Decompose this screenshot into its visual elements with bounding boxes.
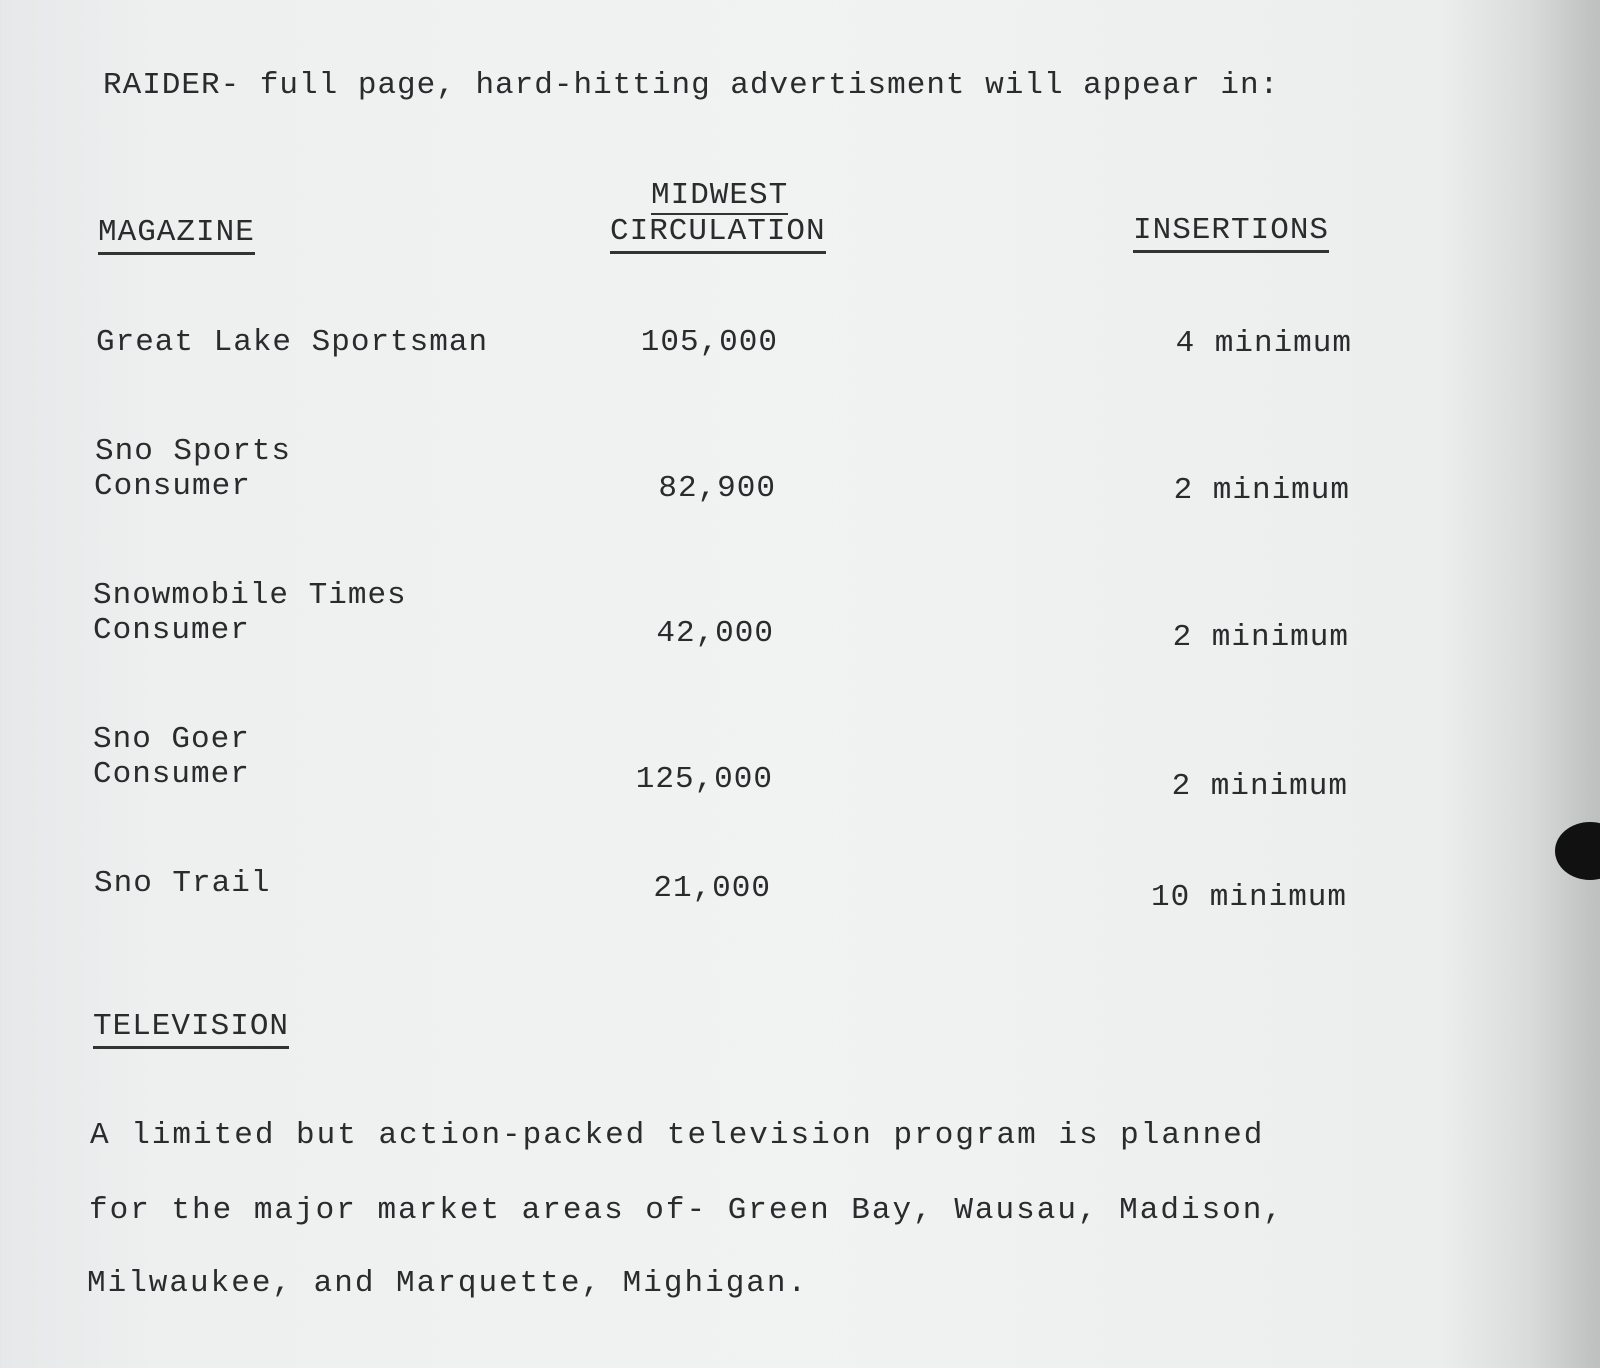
television-line: A limited but action-packed television p… — [90, 1118, 1265, 1153]
circulation-value: 42,000 — [656, 616, 774, 651]
magazine-name: Sno Trail — [94, 866, 271, 901]
insertions-value: 2 minimum — [1172, 620, 1349, 655]
television-line: Milwaukee, and Marquette, Mighigan. — [87, 1266, 809, 1301]
insertions-value: 2 minimum — [1171, 769, 1348, 804]
circulation-value: 105,000 — [640, 325, 778, 360]
magazine-type: Consumer — [93, 613, 250, 648]
insertions-value: 4 minimum — [1175, 326, 1352, 361]
television-heading: TELEVISION — [93, 1009, 290, 1049]
magazine-name: Great Lake Sportsman — [96, 325, 489, 360]
magazine-type: Consumer — [93, 757, 250, 792]
circulation-value: 82,900 — [658, 471, 776, 506]
header-magazine: MAGAZINE — [98, 215, 255, 255]
magazine-name: Sno Goer — [93, 722, 250, 757]
circulation-value: 21,000 — [653, 871, 771, 906]
insertions-value: 10 minimum — [1150, 880, 1347, 915]
magazine-name: Snowmobile Times — [93, 578, 407, 613]
header-circulation: CIRCULATION — [610, 214, 826, 254]
magazine-type: Consumer — [94, 469, 251, 504]
page-edge-shadow — [1530, 0, 1600, 1368]
magazine-name: Sno Sports — [95, 434, 292, 469]
header-circulation-top: MIDWEST — [651, 178, 789, 215]
circulation-value: 125,000 — [635, 762, 773, 797]
television-line: for the major market areas of- Green Bay… — [89, 1193, 1284, 1228]
insertions-value: 2 minimum — [1173, 473, 1350, 508]
header-insertions: INSERTIONS — [1133, 213, 1330, 253]
intro-text: RAIDER- full page, hard-hitting advertis… — [103, 68, 1280, 103]
